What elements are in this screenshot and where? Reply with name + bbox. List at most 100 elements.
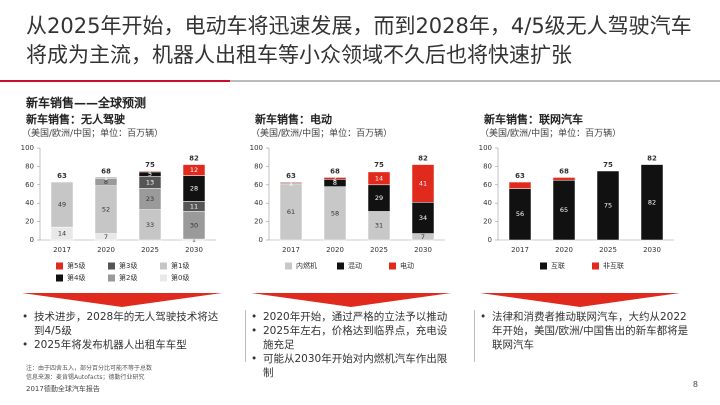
bar-label: 33 xyxy=(146,221,154,229)
arrow xyxy=(22,293,222,307)
bar-label: 52 xyxy=(102,206,110,214)
bar-label: 2 xyxy=(333,174,337,182)
legend-swatch xyxy=(108,262,115,270)
legend-label: 混动 xyxy=(348,261,362,270)
legend-swatch xyxy=(592,262,599,270)
total-label: 68 xyxy=(559,167,569,175)
arrow-shape xyxy=(251,293,451,307)
chart-subtitle: （美国/欧洲/中国；单位：百万辆） xyxy=(480,129,622,139)
total-label: 63 xyxy=(515,172,525,180)
bullet: 2025年左右，价格达到临界点，充电设施充足 xyxy=(251,324,451,352)
chart: 0204060801002017144963202075281682025332… xyxy=(21,144,216,282)
x-tick-label: 2017 xyxy=(511,246,529,254)
x-tick-label: 2025 xyxy=(370,246,388,254)
title-rule xyxy=(0,80,720,82)
total-label: 82 xyxy=(189,155,199,163)
legend-label: 第2级 xyxy=(119,273,137,282)
bar-segment xyxy=(640,164,664,241)
chart: 0204060801002017611163202058826820253129… xyxy=(250,144,445,270)
bar-label: 58 xyxy=(331,209,339,217)
legend-label: 非互联 xyxy=(603,261,624,270)
y-tick-label: 20 xyxy=(25,218,34,226)
x-tick-label: 2020 xyxy=(326,246,344,254)
legend-swatch xyxy=(160,262,167,270)
legend-swatch xyxy=(337,262,344,270)
total-label: 63 xyxy=(57,172,67,180)
legend-label: 互联 xyxy=(551,261,565,270)
bar-segment xyxy=(552,177,576,181)
total-label: 75 xyxy=(145,161,155,169)
bar-label: 5 xyxy=(148,170,152,178)
bullet: 2020年开始，通过严格的立法予以推动 xyxy=(251,310,451,324)
bar-label: 82 xyxy=(648,198,656,206)
x-tick-label: 2030 xyxy=(643,246,661,254)
total-label: 68 xyxy=(101,167,111,175)
bar-label: 13 xyxy=(146,179,154,187)
total-label: 63 xyxy=(286,172,296,180)
bullet-list: 法律和消费者推动联网汽车，大约从2022年开始，美国/欧洲/中国售出的新车都将是… xyxy=(480,310,690,352)
legend-label: 第3级 xyxy=(119,261,137,270)
bar-label: 23 xyxy=(146,195,154,203)
legend-label: 第1级 xyxy=(171,261,189,270)
total-label: 68 xyxy=(330,167,340,175)
bar-label: 29 xyxy=(375,194,383,202)
y-tick-label: 100 xyxy=(479,144,492,152)
total-label: 82 xyxy=(418,155,428,163)
notes: 注：由于四舍五入，部分百分比可能不等于总数 信息来源：麦肯锡Autofacts；… xyxy=(26,364,152,382)
y-tick-label: 80 xyxy=(254,162,263,170)
chart-title: 新车销售：电动 xyxy=(255,113,332,126)
bar-label: 12 xyxy=(190,166,198,174)
x-tick-label: 2020 xyxy=(97,246,115,254)
legend-label: 内燃机 xyxy=(296,261,317,270)
bar-label: 1 xyxy=(192,236,196,244)
bullet: 可能从2030年开始对内燃机汽车作出限制 xyxy=(251,352,451,380)
bar-segment xyxy=(279,181,303,184)
bar-segment xyxy=(508,181,532,189)
y-tick-label: 0 xyxy=(259,236,263,244)
y-tick-label: 20 xyxy=(483,218,492,226)
bullet-list: 2020年开始，通过严格的立法予以推动2025年左右，价格达到临界点，充电设施充… xyxy=(251,310,451,380)
chart-subtitle: （美国/欧洲/中国；单位：百万辆） xyxy=(22,129,164,139)
y-tick-label: 100 xyxy=(250,144,263,152)
note: 信息来源：麦肯锡Autofacts；德勤行业研究 xyxy=(26,374,145,381)
arrow xyxy=(480,293,680,307)
arrow xyxy=(251,293,451,307)
bar-label: 8 xyxy=(333,179,337,187)
chart: 0 20 40 60 80 100 2017 56 63 2020 65 68 2025 75 75 2030… xyxy=(479,144,674,270)
separator xyxy=(474,310,475,362)
arrow-shape xyxy=(22,293,222,307)
bar-label: 75 xyxy=(604,202,612,210)
x-tick-label: 2017 xyxy=(53,246,71,254)
bar-label: 14 xyxy=(375,174,383,182)
bar-segment xyxy=(138,170,162,173)
legend-label: 电动 xyxy=(400,261,414,270)
chart-title: 新车销售：联网汽车 xyxy=(484,113,583,126)
slide-title: 从2025年开始，电动车将迅速发展，而到2028年，4/5级无人驾驶汽车将成为主… xyxy=(26,14,692,67)
separator xyxy=(245,310,246,362)
x-tick-label: 2017 xyxy=(282,246,300,254)
page-number: 8 xyxy=(692,380,698,389)
chart-title: 新车销售：无人驾驶 xyxy=(26,113,125,126)
bullet: 2025年将发布机器人出租车车型 xyxy=(22,338,222,352)
y-tick-label: 80 xyxy=(25,162,34,170)
bar-label: 65 xyxy=(560,206,568,214)
legend-swatch xyxy=(540,262,547,270)
bar-label: 41 xyxy=(419,179,427,187)
legend-label: 第5级 xyxy=(67,261,85,270)
legend-swatch xyxy=(108,274,115,282)
bullet: 法律和消费者推动联网汽车，大约从2022年开始，美国/欧洲/中国售出的新车都将是… xyxy=(480,310,690,352)
total-label: 75 xyxy=(374,161,384,169)
y-tick-label: 40 xyxy=(254,199,263,207)
bar-label: 56 xyxy=(516,210,524,218)
total-label: 82 xyxy=(647,155,657,163)
y-tick-label: 60 xyxy=(483,181,492,189)
bar-label: 7 xyxy=(104,233,108,241)
bar-segment xyxy=(323,177,347,180)
y-tick-label: 60 xyxy=(254,181,263,189)
arrow-shape xyxy=(480,293,680,307)
y-tick-label: 20 xyxy=(254,218,263,226)
x-tick-label: 2030 xyxy=(185,246,203,254)
x-tick-label: 2030 xyxy=(414,246,432,254)
bar-label: 1 xyxy=(148,167,152,175)
